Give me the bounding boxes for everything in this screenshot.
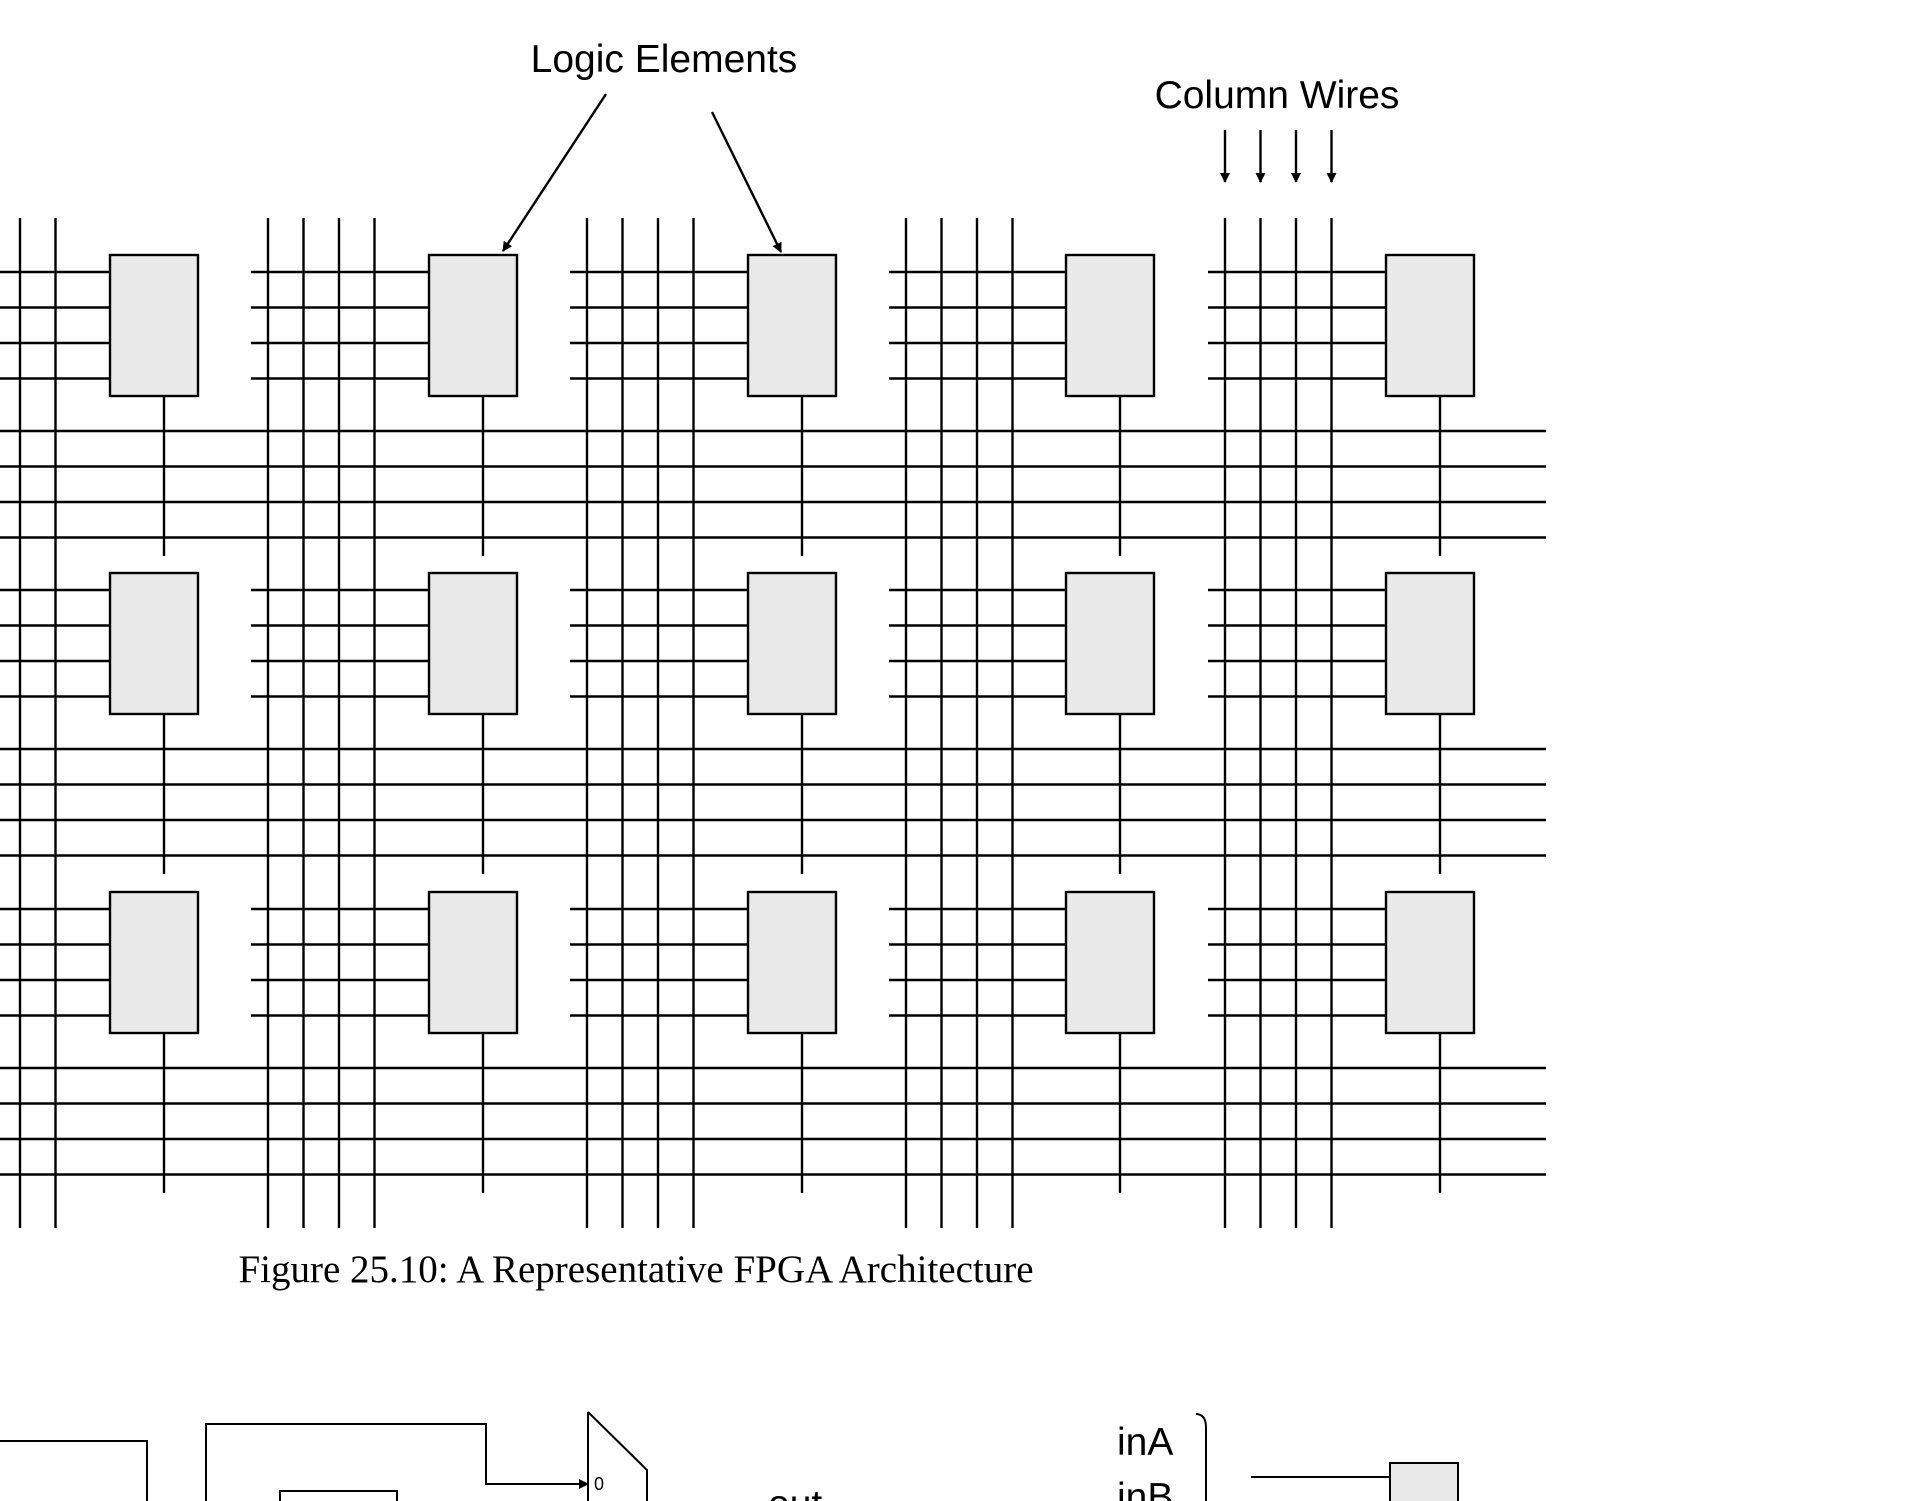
- logic-element: [108, 571, 200, 716]
- next-figure-fragment: 0 out inA inB: [0, 1411, 1459, 1501]
- logic-element: [1384, 571, 1476, 716]
- inner-box: [279, 1490, 398, 1501]
- column-wires-label: Column Wires: [1155, 74, 1400, 117]
- output-label: out: [768, 1483, 822, 1501]
- logic-element: [427, 253, 519, 398]
- logic-element-arrow: [710, 111, 783, 253]
- logic-element: [1064, 253, 1156, 398]
- mux-input-label: 0: [594, 1474, 604, 1494]
- logic-elements-label: Logic Elements: [531, 38, 798, 81]
- logic-element: [108, 253, 200, 398]
- logic-element: [746, 890, 838, 1035]
- logic-element: [1384, 890, 1476, 1035]
- logic-element: [427, 890, 519, 1035]
- figure-caption: Figure 25.10: A Representative FPGA Arch…: [238, 1248, 1033, 1291]
- logic-element: [1064, 571, 1156, 716]
- logic-element: [1384, 253, 1476, 398]
- small-element: [1389, 1462, 1459, 1501]
- wire-box-feedback: [205, 1423, 589, 1501]
- logic-element: [427, 571, 519, 716]
- routing-wires: [0, 218, 1546, 1228]
- input-brace: [1195, 1413, 1207, 1501]
- logic-element: [746, 571, 838, 716]
- logic-element-arrow: [501, 93, 608, 252]
- wire-box-left: [0, 1440, 148, 1501]
- mux-shape: [587, 1411, 648, 1501]
- logic-element: [746, 253, 838, 398]
- annotations: [501, 93, 1337, 253]
- input-b-label: inB: [1117, 1476, 1173, 1501]
- input-a-label: inA: [1117, 1421, 1173, 1464]
- logic-elements: [108, 253, 1476, 1035]
- logic-element: [108, 890, 200, 1035]
- logic-element: [1064, 890, 1156, 1035]
